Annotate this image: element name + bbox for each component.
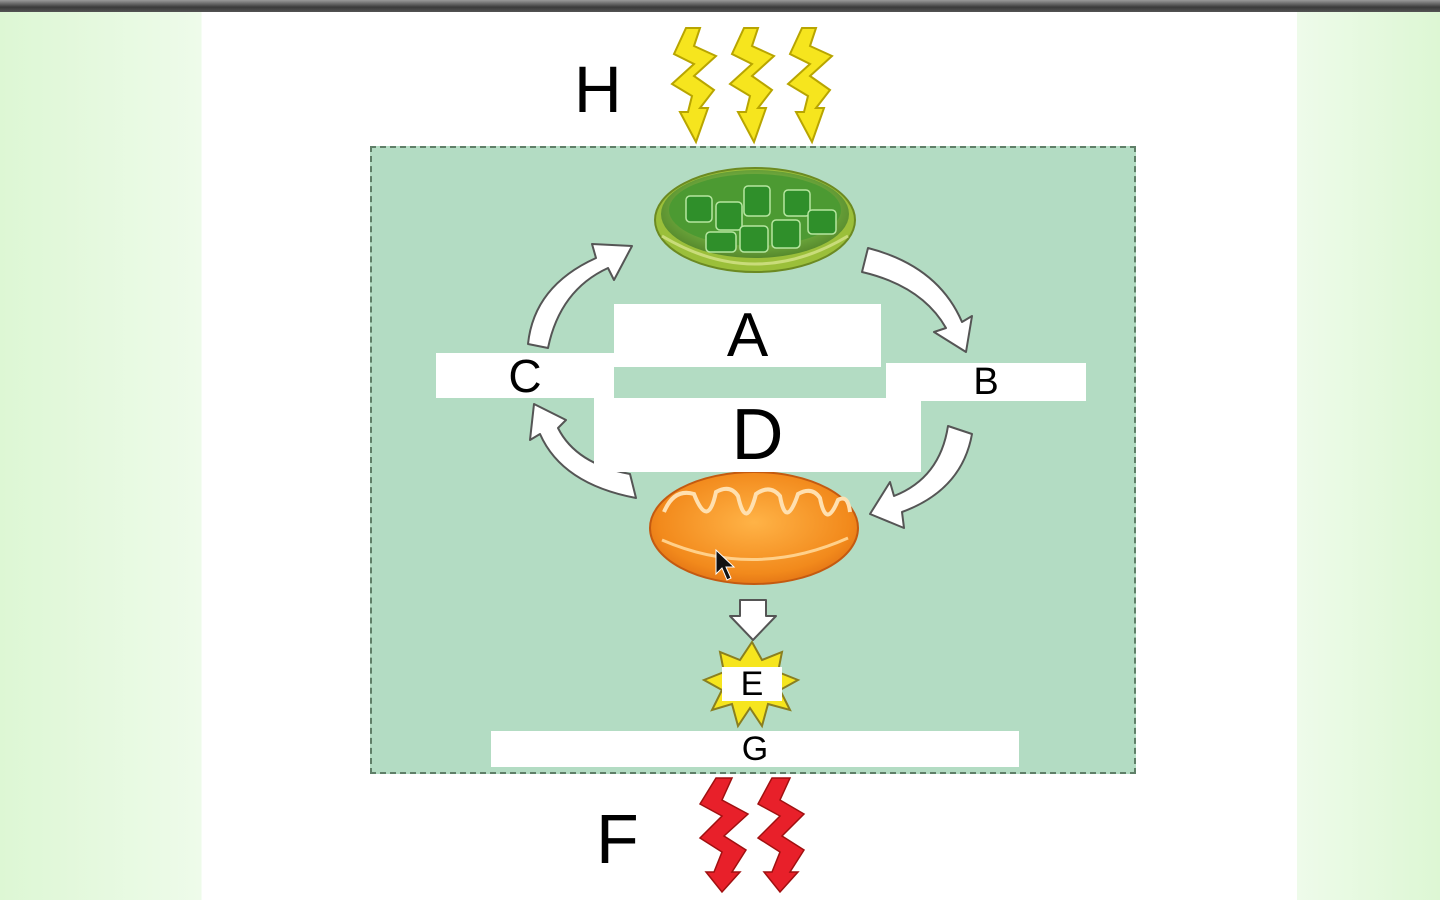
mouse-cursor-icon — [715, 548, 736, 581]
label-box-a[interactable]: A — [614, 301, 881, 370]
sunlight-bolt-icon — [670, 27, 834, 145]
label-box-g[interactable]: G — [491, 730, 1019, 768]
mitochondrion-icon — [649, 471, 859, 585]
down-arrow-icon — [729, 599, 777, 641]
label-box-b[interactable]: B — [886, 361, 1086, 403]
label-f: F — [596, 800, 639, 878]
label-box-d[interactable]: D — [594, 395, 921, 475]
cycle-arrow-icon — [527, 243, 973, 529]
heat-bolt-icon — [698, 777, 806, 894]
label-h: H — [574, 52, 622, 126]
label-box-e[interactable]: E — [722, 665, 782, 703]
chloroplast-icon — [654, 167, 856, 273]
window-top-bar — [0, 0, 1440, 12]
label-box-c[interactable]: C — [436, 350, 614, 402]
